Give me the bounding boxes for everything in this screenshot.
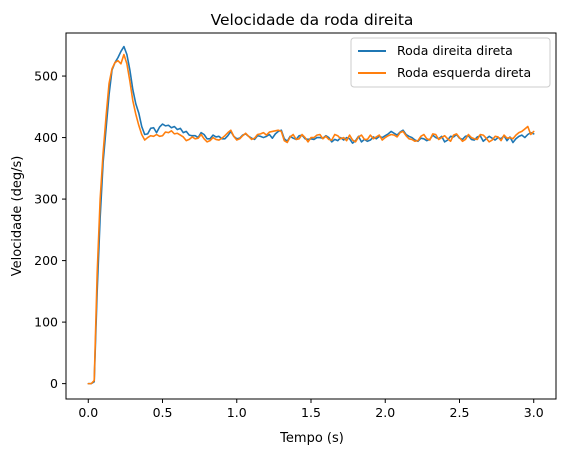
chart-title: Velocidade da roda direita xyxy=(211,11,414,29)
x-axis-title: Tempo (s) xyxy=(279,431,344,446)
x-tick-label: 2.5 xyxy=(450,405,470,420)
x-tick-label: 0.5 xyxy=(153,405,173,420)
series-line-2 xyxy=(88,55,533,384)
y-tick-label: 500 xyxy=(34,69,58,84)
y-tick-label: 200 xyxy=(34,253,58,268)
legend-label-series-1: Roda direita direta xyxy=(397,43,513,58)
y-tick-label: 300 xyxy=(34,192,58,207)
legend-label-series-2: Roda esquerda direta xyxy=(397,65,531,80)
x-tick-label: 1.0 xyxy=(227,405,247,420)
legend: Roda direita direta Roda esquerda direta xyxy=(351,38,550,87)
series-layer xyxy=(88,47,533,384)
plot-frame xyxy=(66,33,556,399)
y-axis-ticks: 0 100 200 300 400 500 xyxy=(34,69,66,392)
x-tick-label: 1.5 xyxy=(301,405,321,420)
y-tick-label: 400 xyxy=(34,130,58,145)
x-tick-label: 2.0 xyxy=(375,405,395,420)
y-tick-label: 100 xyxy=(34,315,58,330)
x-axis-ticks: 0.0 0.5 1.0 1.5 2.0 2.5 3.0 xyxy=(78,399,543,420)
x-tick-label: 0.0 xyxy=(78,405,98,420)
y-axis-title: Velocidade (deg/s) xyxy=(10,156,25,277)
x-tick-label: 3.0 xyxy=(524,405,544,420)
series-line-1 xyxy=(88,47,533,384)
y-tick-label: 0 xyxy=(50,376,58,391)
